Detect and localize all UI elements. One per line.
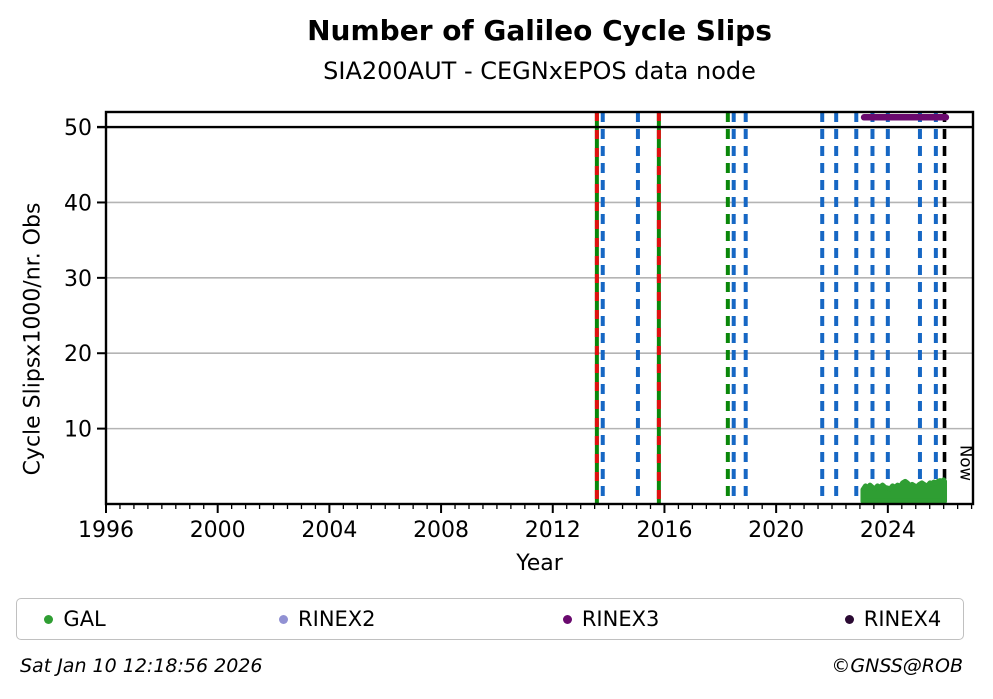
legend-label-rinex2: RINEX2 (298, 607, 376, 631)
y-tick-label: 30 (64, 267, 92, 292)
legend-label-rinex3: RINEX3 (581, 607, 660, 631)
rinex4-marker-icon (844, 614, 854, 624)
gal-scatter-band (860, 477, 948, 504)
x-tick-label: 2000 (190, 518, 246, 543)
x-tick-label: 1996 (78, 518, 134, 543)
y-tick-label: 20 (64, 342, 92, 367)
x-tick-label: 2012 (525, 518, 581, 543)
legend-item-rinex4: RINEX4 (844, 599, 942, 639)
legend-item-gal: GAL (44, 599, 106, 639)
x-tick-label: 2016 (636, 518, 692, 543)
copyright: ©GNSS@ROB (831, 655, 963, 677)
chart-subtitle: SIA200AUT - CEGNxEPOS data node (323, 57, 756, 85)
x-tick-label: 2004 (301, 518, 357, 543)
timestamp: Sat Jan 10 12:18:56 2026 (20, 655, 263, 677)
legend-label-gal: GAL (63, 607, 106, 631)
x-tick-label: 2024 (860, 518, 916, 543)
y-tick-label: 10 (64, 418, 92, 443)
chart-title: Number of Galileo Cycle Slips (307, 14, 772, 47)
rinex2-marker-icon (279, 614, 289, 624)
legend-label-rinex4: RINEX4 (863, 607, 942, 631)
legend-item-rinex2: RINEX2 (279, 599, 376, 639)
x-tick-label: 2008 (413, 518, 469, 543)
y-tick-label: 50 (64, 116, 92, 141)
legend-item-rinex3: RINEX3 (562, 599, 660, 639)
plot-area: Now 1996 2000 2004 2008 2012 2016 2020 2024 10 20 3… (64, 110, 976, 543)
x-axis-label: Year (516, 551, 563, 576)
legend: GAL RINEX2 RINEX3 RINEX4 (16, 598, 964, 640)
plot-border (104, 110, 975, 506)
gal-marker-icon (44, 614, 54, 624)
rinex3-marker-icon (562, 614, 572, 624)
x-tick-label: 2020 (748, 518, 804, 543)
now-label: Now (957, 445, 976, 481)
y-tick-label: 40 (64, 191, 92, 216)
